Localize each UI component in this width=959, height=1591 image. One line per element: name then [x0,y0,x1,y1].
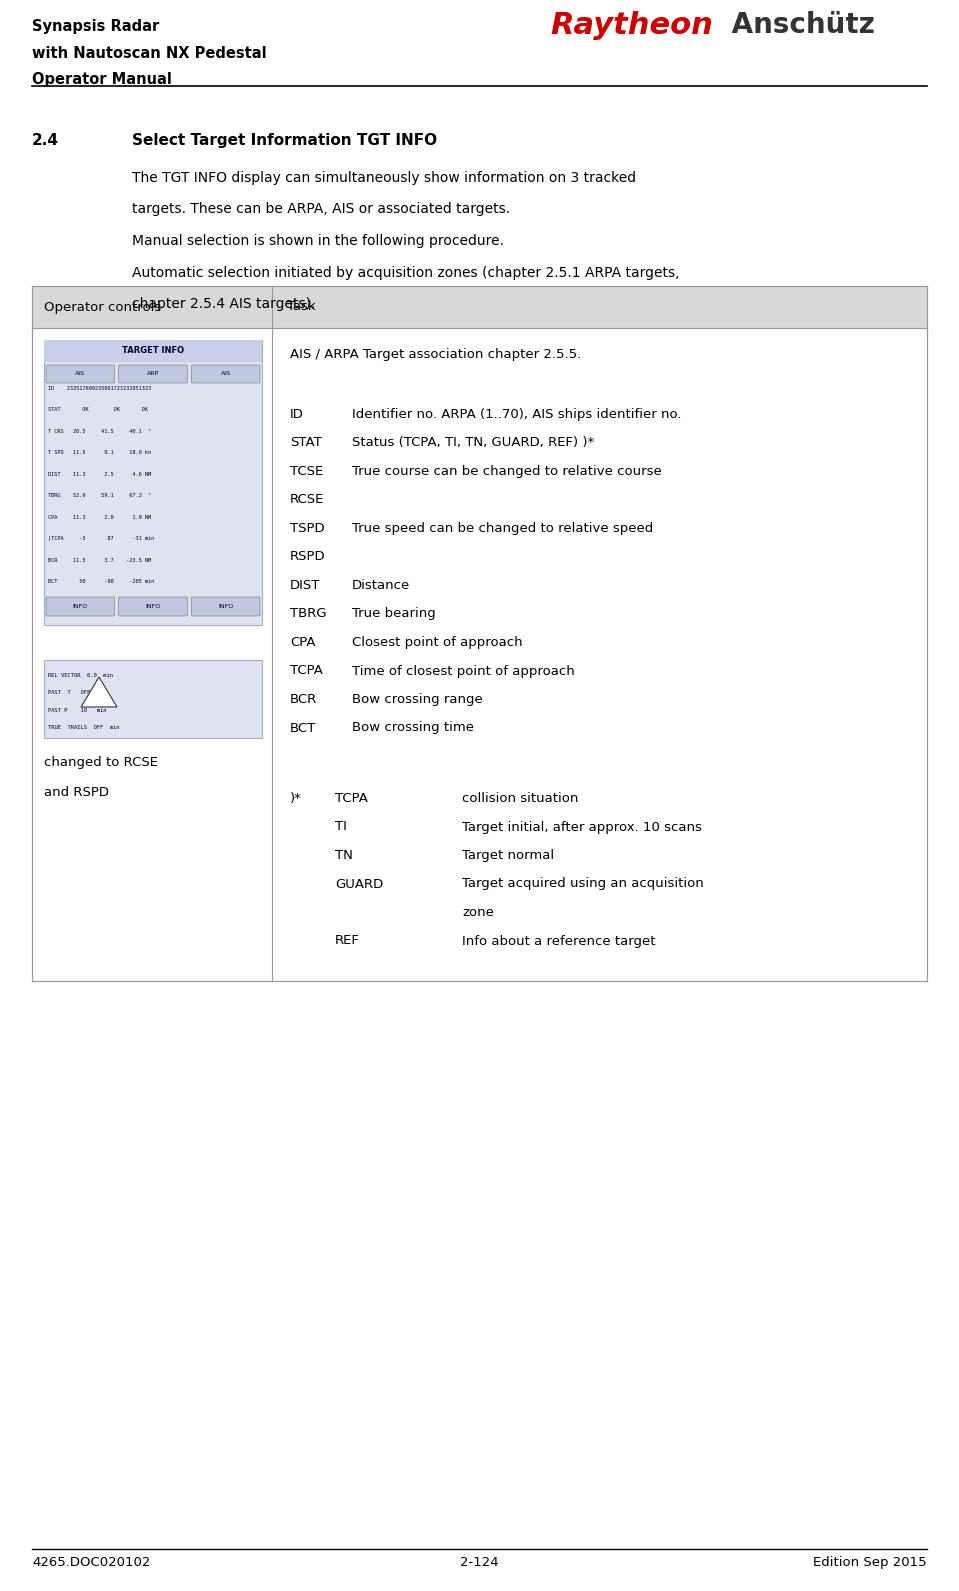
Text: T CRS   20.5     41.5     40.1  °: T CRS 20.5 41.5 40.1 ° [48,430,152,434]
Text: changed to RCSE: changed to RCSE [44,756,158,768]
Text: INFO: INFO [146,605,160,609]
Text: Target initial, after approx. 10 scans: Target initial, after approx. 10 scans [462,821,702,834]
Text: GUARD: GUARD [335,878,384,891]
Text: BCR     11.5      3.7    -23.5 NM: BCR 11.5 3.7 -23.5 NM [48,558,152,563]
Text: RCSE: RCSE [290,493,324,506]
FancyBboxPatch shape [119,364,187,383]
Text: collision situation: collision situation [462,792,578,805]
Polygon shape [81,678,117,706]
Text: Bow crossing time: Bow crossing time [352,721,474,735]
Text: Time of closest point of approach: Time of closest point of approach [352,665,574,678]
Text: Synapsis Radar: Synapsis Radar [32,19,159,33]
FancyBboxPatch shape [32,286,927,982]
Text: ARP: ARP [147,372,159,377]
Text: Raytheon: Raytheon [550,11,713,40]
Text: BCT       50      -98     -205 min: BCT 50 -98 -205 min [48,579,154,584]
Text: True course can be changed to relative course: True course can be changed to relative c… [352,465,662,477]
Text: Task: Task [287,301,316,313]
Text: TCPA: TCPA [290,665,323,678]
FancyBboxPatch shape [46,597,115,616]
FancyBboxPatch shape [44,660,262,738]
FancyBboxPatch shape [32,286,927,328]
Text: )TCPA     -3       87      -31 min: )TCPA -3 87 -31 min [48,536,154,541]
Text: Bow crossing range: Bow crossing range [352,694,482,706]
Text: with Nautoscan NX Pedestal: with Nautoscan NX Pedestal [32,46,267,60]
Text: Automatic selection initiated by acquisition zones (chapter 2.5.1 ARPA targets,: Automatic selection initiated by acquisi… [132,266,680,280]
Text: True bearing: True bearing [352,608,435,620]
Text: Closest point of approach: Closest point of approach [352,636,523,649]
Text: T SPD   11.5      9.1     18.0 kn: T SPD 11.5 9.1 18.0 kn [48,450,152,455]
Text: Distance: Distance [352,579,410,592]
Text: TBRG: TBRG [290,608,327,620]
Text: TI: TI [335,821,347,834]
Text: TBRG    52.9     59.1     67.2  °: TBRG 52.9 59.1 67.2 ° [48,493,152,498]
Text: The TGT INFO display can simultaneously show information on 3 tracked: The TGT INFO display can simultaneously … [132,170,636,185]
Text: INFO: INFO [218,605,233,609]
Text: AIS / ARPA Target association chapter 2.5.5.: AIS / ARPA Target association chapter 2.… [290,348,581,361]
Text: CPA     11.3      2.0      1.9 NM: CPA 11.3 2.0 1.9 NM [48,515,152,520]
Text: ID    232517699235061723232051323: ID 232517699235061723232051323 [48,387,152,391]
Text: Identifier no. ARPA (1..70), AIS ships identifier no.: Identifier no. ARPA (1..70), AIS ships i… [352,407,682,422]
Text: RSPD: RSPD [290,550,326,563]
Text: zone: zone [462,905,494,920]
Text: Operator controls: Operator controls [44,301,161,313]
FancyBboxPatch shape [46,364,115,383]
Text: TCSE: TCSE [290,465,323,477]
Text: TARGET INFO: TARGET INFO [122,347,184,355]
Text: PAST P    10   min: PAST P 10 min [48,708,106,713]
Text: Status (TCPA, TI, TN, GUARD, REF) )*: Status (TCPA, TI, TN, GUARD, REF) )* [352,436,595,450]
Text: TSPD: TSPD [290,522,325,535]
Text: 2-124: 2-124 [460,1556,499,1569]
Text: DIST: DIST [290,579,320,592]
FancyBboxPatch shape [192,364,260,383]
Text: ID: ID [290,407,304,422]
Text: AIS: AIS [76,372,85,377]
Text: Info about a reference target: Info about a reference target [462,934,656,948]
Text: TN: TN [335,850,353,862]
Text: AIS: AIS [221,372,231,377]
Text: Target acquired using an acquisition: Target acquired using an acquisition [462,878,704,891]
Text: STAT: STAT [290,436,322,450]
Text: Target normal: Target normal [462,850,554,862]
Text: TCPA: TCPA [335,792,368,805]
Text: )*: )* [290,792,302,805]
Text: targets. These can be ARPA, AIS or associated targets.: targets. These can be ARPA, AIS or assoc… [132,202,510,216]
Text: DIST    11.3      2.5      4.6 NM: DIST 11.3 2.5 4.6 NM [48,473,152,477]
Text: 2.4: 2.4 [32,134,59,148]
Text: Edition Sep 2015: Edition Sep 2015 [813,1556,927,1569]
Text: Manual selection is shown in the following procedure.: Manual selection is shown in the followi… [132,234,504,248]
Text: REL VECTOR  6.0  min: REL VECTOR 6.0 min [48,673,113,678]
Text: chapter 2.5.4 AIS targets).: chapter 2.5.4 AIS targets). [132,298,316,310]
Text: 4265.DOC020102: 4265.DOC020102 [32,1556,151,1569]
Text: Anschütz: Anschütz [722,11,875,40]
Text: Operator Manual: Operator Manual [32,72,172,88]
Text: BCR: BCR [290,694,317,706]
Text: Select Target Information TGT INFO: Select Target Information TGT INFO [132,134,437,148]
Text: BCT: BCT [290,721,316,735]
Text: CPA: CPA [290,636,316,649]
Text: INFO: INFO [73,605,88,609]
Text: and RSPD: and RSPD [44,786,109,799]
Text: PAST  T   OFF  min: PAST T OFF min [48,690,106,695]
Text: REF: REF [335,934,360,948]
FancyBboxPatch shape [192,597,260,616]
Text: STAT       OK        OK       OK: STAT OK OK OK [48,407,148,412]
Text: True speed can be changed to relative speed: True speed can be changed to relative sp… [352,522,653,535]
FancyBboxPatch shape [44,340,262,363]
FancyBboxPatch shape [44,340,262,625]
Text: TRUE  TRAILS  OFF  min: TRUE TRAILS OFF min [48,725,120,730]
FancyBboxPatch shape [119,597,187,616]
